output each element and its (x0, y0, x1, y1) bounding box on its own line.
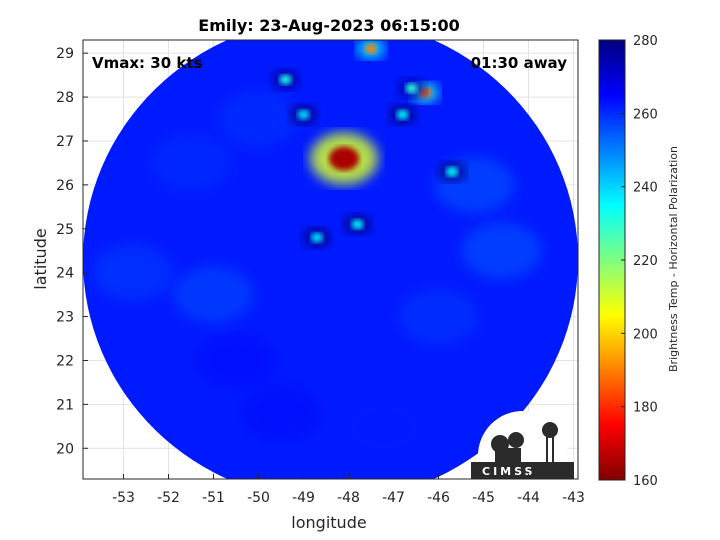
colorbar-label: Brightness Temp - Horizontal Polarizatio… (667, 146, 680, 372)
x-tick-label: -49 (292, 490, 315, 506)
chart-title: Emily: 23-Aug-2023 06:15:00 (198, 16, 459, 35)
x-axis: -53 -52 -51 -50 -49 -48 -47 -46 -45 -44 -43 (112, 474, 585, 506)
x-tick-label: -51 (202, 490, 225, 506)
y-tick-label: 22 (56, 353, 74, 369)
colorbar-tick-label: 240 (633, 181, 658, 196)
feature-core (405, 83, 418, 94)
colorbar-tick-label: 200 (633, 327, 658, 342)
colorbar-tick-label: 280 (633, 34, 658, 49)
y-tick-label: 24 (56, 266, 74, 282)
x-tick-label: -52 (157, 490, 180, 506)
colorbar-tick-label: 260 (633, 107, 658, 122)
y-axis: 20 21 22 23 24 25 26 27 28 29 (56, 46, 88, 457)
colorbar-gradient (599, 40, 625, 480)
colorbar: 160 180 200 220 240 260 280 Brightness Temp - … (598, 34, 680, 489)
y-tick-label: 29 (56, 46, 74, 62)
x-tick-label: -53 (112, 490, 135, 506)
swath-image (83, 40, 578, 479)
x-tick-label: -44 (517, 490, 540, 506)
feature-core (279, 74, 292, 85)
x-tick-label: -47 (382, 490, 405, 506)
y-tick-label: 27 (56, 134, 74, 150)
feature-core (297, 109, 310, 120)
feature-core (329, 146, 359, 171)
feature-core (446, 166, 458, 177)
time-away-annotation: 01:30 away (471, 54, 568, 72)
x-tick-label: -50 (247, 490, 270, 506)
logo-text: CIMSS (482, 465, 535, 478)
feature-core (365, 43, 377, 54)
axes-frame (82, 39, 579, 480)
feature-core (311, 232, 323, 243)
feature-core (396, 109, 409, 120)
y-tick-label: 25 (56, 222, 74, 238)
colorbar-tick-label: 160 (633, 474, 658, 489)
y-axis-label: latitude (31, 228, 50, 289)
y-tick-label: 28 (56, 90, 74, 106)
y-tick-label: 23 (56, 310, 74, 326)
colorbar-tick-label: 180 (633, 401, 658, 416)
x-tick-label: -48 (337, 490, 360, 506)
x-tick-label: -45 (472, 490, 495, 506)
y-tick-label: 20 (56, 441, 74, 457)
feature-core (351, 219, 364, 230)
x-tick-label: -46 (427, 490, 450, 506)
x-axis-label: longitude (291, 513, 366, 532)
vmax-annotation: Vmax: 30 kts (92, 54, 202, 72)
y-tick-label: 26 (56, 178, 74, 194)
colorbar-tick-label: 220 (633, 254, 658, 269)
x-tick-label: -43 (562, 490, 585, 506)
y-tick-label: 21 (56, 397, 74, 413)
